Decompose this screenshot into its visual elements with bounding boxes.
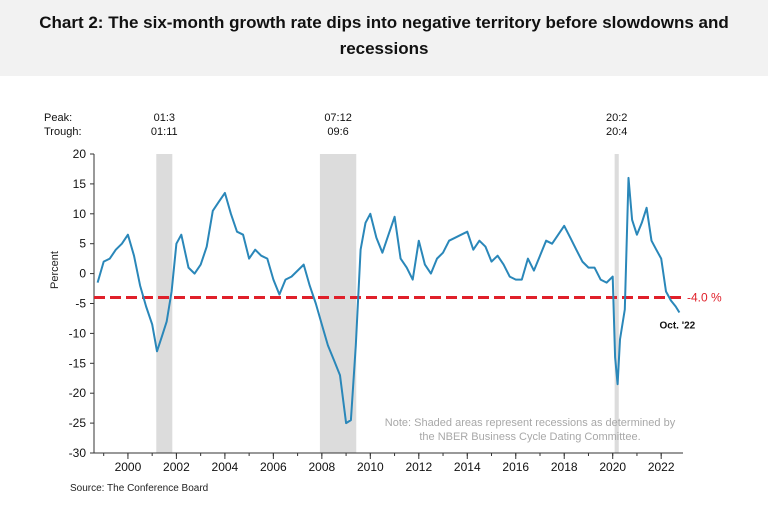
- y-tick-label--20: -20: [69, 386, 87, 400]
- x-tick-label-2000: 2000: [115, 460, 142, 474]
- recession-labels: 01:3 01:11 07:12 09:6 20:2 20:4: [151, 112, 627, 138]
- threshold-label: -4.0 %: [687, 291, 722, 305]
- recession-peak-3: 20:2: [606, 112, 627, 124]
- y-tick-label-20: 20: [73, 147, 87, 161]
- end-annotation: Oct. '22: [659, 320, 695, 331]
- series-group: [96, 176, 681, 425]
- x-tick-label-2002: 2002: [163, 460, 190, 474]
- notes-group: Oct. '22 Note: Shaded areas represent rec…: [385, 320, 696, 443]
- threshold-group: -4.0 %: [94, 291, 722, 305]
- source-note: Source: The Conference Board: [70, 483, 209, 494]
- recession-trough-3: 20:4: [606, 126, 627, 138]
- recession-trough-2: 09:6: [327, 126, 348, 138]
- x-tick-label-2020: 2020: [599, 460, 626, 474]
- x-tick-label-2008: 2008: [308, 460, 335, 474]
- x-tick-label-2010: 2010: [357, 460, 384, 474]
- recession-peak-2: 07:12: [324, 112, 352, 124]
- x-tick-label-2016: 2016: [502, 460, 529, 474]
- recession-trough-1: 01:11: [151, 126, 178, 138]
- recession-shades: [156, 154, 619, 453]
- recession-shade-3: [614, 154, 619, 453]
- x-tick-label-2014: 2014: [454, 460, 481, 474]
- series-line: [96, 176, 681, 425]
- x-tick-label-2018: 2018: [551, 460, 578, 474]
- trough-label: Trough:: [44, 126, 82, 138]
- x-tick-label-2006: 2006: [260, 460, 287, 474]
- recession-shade-1: [156, 154, 173, 453]
- y-tick-label-0: 0: [79, 267, 86, 281]
- y-tick-label-10: 10: [73, 207, 87, 221]
- x-tick-label-2012: 2012: [405, 460, 432, 474]
- x-tick-label-2004: 2004: [212, 460, 239, 474]
- note-line-1: Note: Shaded areas represent recessions …: [385, 417, 676, 429]
- y-tick-label--10: -10: [69, 326, 87, 340]
- y-tick-label--25: -25: [69, 416, 87, 430]
- title-bar: Chart 2: The six-month growth rate dips …: [0, 0, 768, 76]
- recession-shade-2: [319, 154, 357, 453]
- y-tick-label--30: -30: [69, 446, 87, 460]
- axes: 20 15 10 5 0 -5 -10 -15 -20 -25 -30 2000 2002 2004 200…: [69, 147, 683, 474]
- y-tick-label-5: 5: [79, 237, 86, 251]
- y-tick-label--15: -15: [69, 356, 87, 370]
- x-tick-label-2022: 2022: [648, 460, 675, 474]
- recession-peak-1: 01:3: [154, 112, 175, 124]
- y-tick-label--5: -5: [75, 297, 86, 311]
- y-axis-label: Percent: [49, 251, 61, 289]
- note-line-2: the NBER Business Cycle Dating Committee…: [419, 431, 640, 443]
- y-tick-label-15: 15: [73, 177, 87, 191]
- peak-label: Peak:: [44, 112, 72, 124]
- chart-title: Chart 2: The six-month growth rate dips …: [39, 13, 729, 58]
